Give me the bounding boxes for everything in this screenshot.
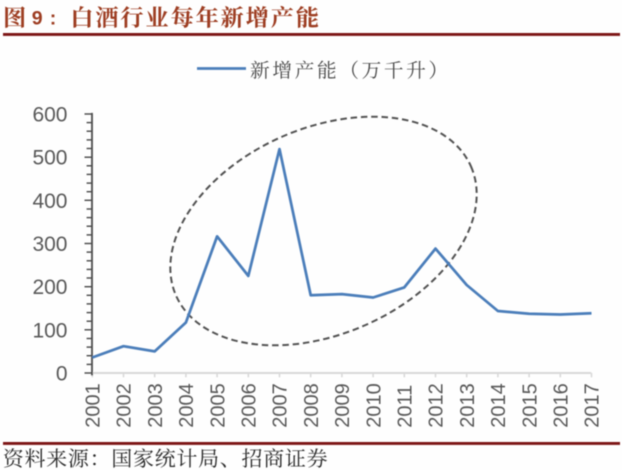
svg-text::: : <box>50 7 57 29</box>
svg-text:2007: 2007 <box>270 383 292 428</box>
svg-text:100: 100 <box>32 319 67 342</box>
svg-text:400: 400 <box>32 190 67 213</box>
svg-text:2012: 2012 <box>426 383 448 428</box>
svg-text:2010: 2010 <box>363 383 385 428</box>
svg-text:2006: 2006 <box>239 383 261 428</box>
svg-text:2014: 2014 <box>488 383 510 428</box>
svg-text:2015: 2015 <box>519 383 541 428</box>
svg-text:2008: 2008 <box>301 383 323 428</box>
svg-text:2009: 2009 <box>332 383 354 428</box>
svg-text:2004: 2004 <box>176 383 198 428</box>
svg-text:0: 0 <box>56 363 68 386</box>
svg-text:2002: 2002 <box>114 383 136 428</box>
svg-text:600: 600 <box>32 104 67 127</box>
svg-text:2005: 2005 <box>207 383 229 428</box>
svg-text:500: 500 <box>32 147 67 170</box>
svg-text:300: 300 <box>32 233 67 256</box>
svg-text:2003: 2003 <box>145 383 167 428</box>
svg-text:200: 200 <box>32 276 67 299</box>
svg-text:2011: 2011 <box>395 385 417 428</box>
svg-text:2017: 2017 <box>582 383 604 428</box>
svg-text:2001: 2001 <box>83 383 105 428</box>
svg-text:9: 9 <box>32 8 43 30</box>
svg-text:2016: 2016 <box>551 383 573 428</box>
svg-text:2013: 2013 <box>457 383 479 428</box>
